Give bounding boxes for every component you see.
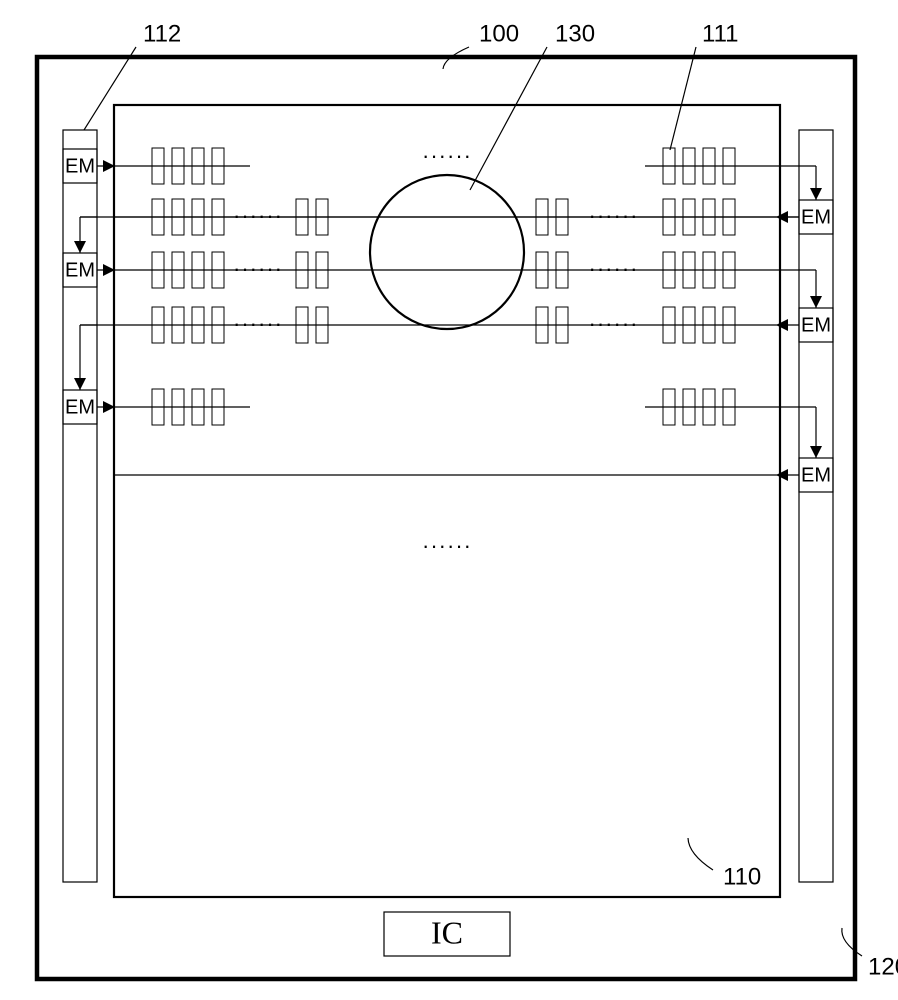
em-label: EM [65, 259, 95, 281]
leader-130 [470, 47, 547, 190]
outer-frame [37, 57, 855, 979]
ref-112: 112 [143, 20, 181, 47]
em-label: EM [801, 206, 831, 228]
dots-mid-left: ······ [233, 256, 283, 281]
driver-column-right [799, 130, 833, 882]
patent-figure: EM EM EM EM EM EM ······ ······ ······ ······ ····… [0, 0, 898, 1000]
dots-mid-right: ······ [589, 203, 639, 228]
dots-mid-right: ······ [589, 311, 639, 336]
ref-111: 111 [702, 20, 738, 47]
leader-120 [842, 928, 862, 956]
ref-110: 110 [723, 863, 761, 890]
leader-111 [670, 47, 696, 150]
dots-mid-left: ······ [233, 203, 283, 228]
display-area [114, 105, 780, 897]
dots-mid-right: ······ [589, 256, 639, 281]
dots-center: ······ [422, 533, 472, 558]
camera-hole [370, 175, 524, 329]
ic-label: IC [431, 914, 463, 950]
em-label: EM [65, 155, 95, 177]
em-label: EM [801, 464, 831, 486]
em-label: EM [801, 314, 831, 336]
ref-100: 100 [479, 20, 519, 47]
em-label: EM [65, 396, 95, 418]
dots-top: ······ [422, 143, 472, 168]
ref-120: 120 [868, 953, 898, 980]
leader-112 [84, 47, 136, 130]
dots-mid-left: ······ [233, 311, 283, 336]
leader-110 [688, 838, 713, 870]
ref-130: 130 [555, 20, 595, 47]
